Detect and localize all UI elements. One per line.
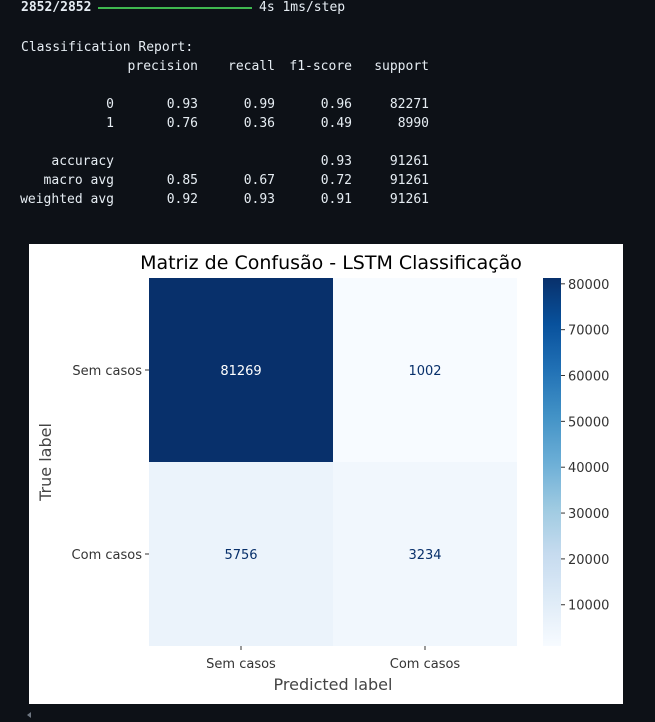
report-cell: 0.49: [320, 116, 352, 131]
report-cell: 0.96: [320, 97, 352, 112]
report-cell: 0.67: [243, 173, 275, 188]
colorbar-tick-label: 60000: [568, 370, 609, 385]
report-summary-label: weighted avg: [20, 192, 114, 207]
cell-value: 3234: [408, 548, 441, 563]
y-axis-label: True label: [36, 423, 55, 502]
report-cell: 0.76: [166, 116, 198, 131]
report-cell: 0.93: [166, 97, 198, 112]
cell-value: 1002: [408, 364, 441, 379]
heatmap-cell: [149, 278, 333, 462]
report-header: support: [374, 59, 429, 74]
progress-per-step: 1ms/step: [282, 0, 346, 15]
heatmap-cell: [149, 462, 333, 646]
report-cell: 0.85: [166, 173, 198, 188]
report-row-label: 0: [106, 97, 114, 112]
progress-steps: 2852/2852: [21, 0, 92, 15]
chart-title: Matriz de Confusão - LSTM Classificação: [140, 252, 522, 274]
report-cell: 82271: [389, 97, 429, 112]
cell-value: 81269: [220, 364, 261, 379]
report-cell: 0.93: [320, 154, 352, 169]
y-tick-label: Com casos: [72, 548, 143, 563]
progress-time: 4s: [259, 0, 275, 15]
report-summary-label: accuracy: [51, 154, 114, 169]
colorbar-tick-label: 70000: [568, 324, 609, 339]
report-cell: 0.36: [243, 116, 275, 131]
report-cell: 8990: [397, 116, 429, 131]
report-cell: 0.99: [243, 97, 275, 112]
report-cell: 0.91: [320, 192, 352, 207]
heatmap-cell: [333, 462, 517, 646]
colorbar-tick-label: 30000: [568, 507, 609, 522]
report-cell: 91261: [389, 154, 429, 169]
colorbar-tick-label: 50000: [568, 415, 609, 430]
report-header: f1-score: [289, 59, 352, 74]
x-tick-label: Sem casos: [206, 657, 276, 672]
y-tick-label: Sem casos: [72, 364, 142, 379]
report-cell: 0.93: [243, 192, 275, 207]
report-row-label: 1: [106, 116, 114, 131]
colorbar-tick-label: 40000: [568, 461, 609, 476]
report-title: Classification Report:: [21, 40, 194, 55]
colorbar-tick-label: 10000: [568, 599, 609, 614]
colorbar-tick-label: 80000: [568, 278, 609, 293]
heatmap-cell: [333, 278, 517, 462]
report-header: precision: [127, 59, 198, 74]
report-header: recall: [228, 59, 275, 74]
x-axis-label: Predicted label: [274, 675, 393, 694]
colorbar-tick-label: 20000: [568, 553, 609, 568]
cell-value: 5756: [224, 548, 257, 563]
progress-meta: 4s 1ms/step: [259, 0, 345, 15]
confusion-matrix-chart: Matriz de Confusão - LSTM Classificação 8…: [36, 252, 609, 694]
colorbar: [543, 278, 561, 646]
confusion-matrix-figure: Matriz de Confusão - LSTM Classificação 8…: [29, 244, 623, 704]
report-cell: 91261: [389, 173, 429, 188]
report-cell: 0.72: [320, 173, 352, 188]
x-tick-label: Com casos: [390, 657, 461, 672]
scroll-left-icon[interactable]: [27, 712, 31, 718]
report-summary-label: macro avg: [43, 173, 114, 188]
report-cell: 91261: [389, 192, 429, 207]
progress-bar: [98, 7, 252, 9]
report-cell: 0.92: [166, 192, 198, 207]
